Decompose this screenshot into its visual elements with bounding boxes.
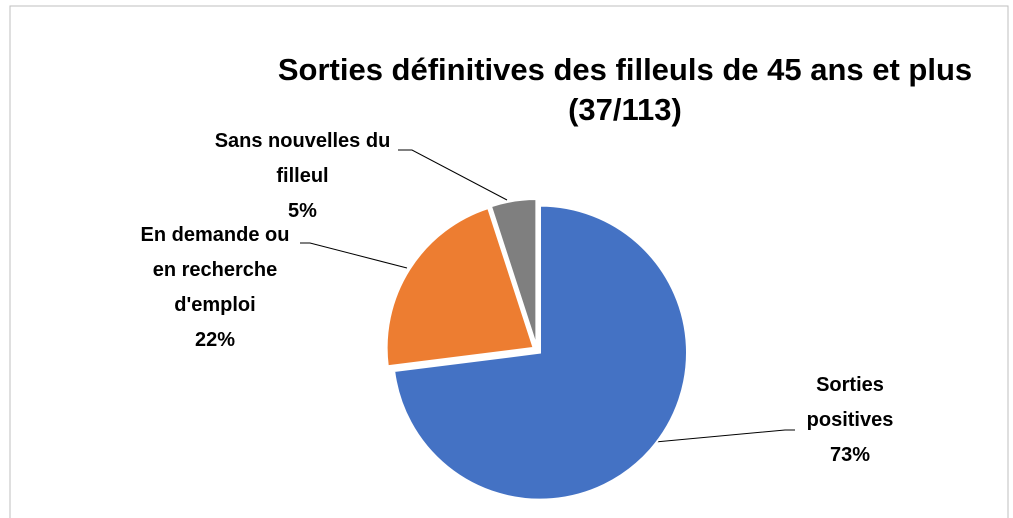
pie-slice	[393, 204, 688, 501]
value-label: 5%	[288, 200, 317, 222]
category-label: Sorties positives	[806, 374, 894, 431]
pie-slice	[489, 198, 538, 347]
value-label: 73%	[829, 444, 871, 466]
slice-label: Sorties positives 73%	[780, 368, 920, 473]
pie-slice	[385, 206, 535, 368]
value-label: 22%	[194, 329, 236, 351]
chart-title: Sorties définitives des filleuls de 45 a…	[277, 52, 973, 87]
leader-line	[398, 149, 508, 201]
slice-label: Sans nouvelles du filleul 5%	[205, 124, 400, 229]
slice-label: En demande ou en recherche d'emploi 22%	[140, 218, 290, 358]
leader-line	[300, 242, 408, 269]
category-label: Sans nouvelles du filleul	[214, 130, 391, 187]
category-label: En demande ou en recherche d'emploi	[140, 224, 290, 316]
chart-subtitle: (37/113)	[568, 92, 682, 127]
